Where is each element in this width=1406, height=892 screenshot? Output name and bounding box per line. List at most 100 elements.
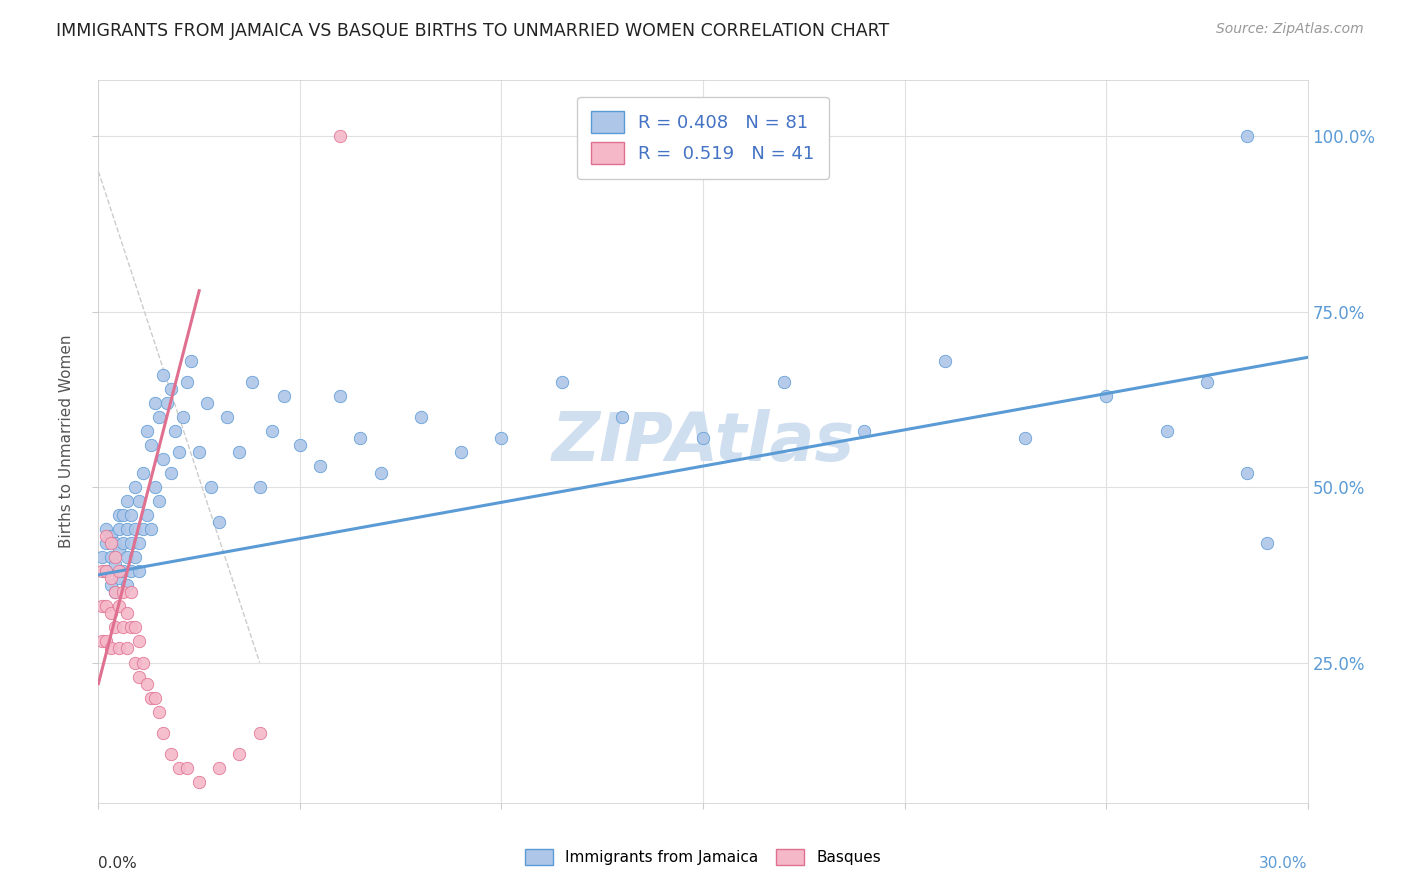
Point <box>139 438 162 452</box>
Point <box>120 620 142 634</box>
Point <box>103 585 125 599</box>
Point <box>91 550 114 565</box>
Point <box>160 382 183 396</box>
Point <box>132 656 155 670</box>
Point <box>100 529 122 543</box>
Point <box>96 536 118 550</box>
Point <box>450 445 472 459</box>
Point <box>124 656 146 670</box>
Point <box>260 424 283 438</box>
Point <box>491 431 513 445</box>
Point <box>148 494 170 508</box>
Point <box>217 409 239 424</box>
Point <box>107 564 129 578</box>
Point <box>934 354 956 368</box>
Point <box>329 129 352 144</box>
Text: Source: ZipAtlas.com: Source: ZipAtlas.com <box>1216 22 1364 37</box>
Point <box>103 558 125 572</box>
Point <box>100 550 122 565</box>
Point <box>188 774 211 789</box>
Point <box>103 536 125 550</box>
Point <box>132 466 155 480</box>
Point <box>100 578 122 592</box>
Point <box>107 599 129 614</box>
Point <box>329 389 352 403</box>
Point <box>100 607 122 621</box>
Point <box>120 564 142 578</box>
Point <box>200 480 222 494</box>
Text: 30.0%: 30.0% <box>1260 855 1308 871</box>
Point <box>103 620 125 634</box>
Point <box>124 620 146 634</box>
Point <box>91 634 114 648</box>
Point <box>100 536 122 550</box>
Point <box>120 536 142 550</box>
Point <box>409 409 432 424</box>
Point <box>148 409 170 424</box>
Point <box>96 529 118 543</box>
Point <box>96 564 118 578</box>
Text: ZIPAtlas: ZIPAtlas <box>551 409 855 475</box>
Point <box>120 508 142 523</box>
Point <box>115 641 138 656</box>
Point <box>111 585 134 599</box>
Point <box>128 564 150 578</box>
Point <box>96 522 118 536</box>
Point <box>111 564 134 578</box>
Point <box>115 494 138 508</box>
Point <box>96 599 118 614</box>
Point <box>853 424 876 438</box>
Point <box>96 634 118 648</box>
Point <box>143 480 166 494</box>
Point <box>128 634 150 648</box>
Point <box>176 375 198 389</box>
Point <box>111 620 134 634</box>
Point <box>128 536 150 550</box>
Point <box>188 445 211 459</box>
Point <box>167 445 190 459</box>
Point <box>1156 424 1178 438</box>
Point <box>124 480 146 494</box>
Point <box>115 550 138 565</box>
Point <box>1236 129 1258 144</box>
Point <box>240 375 263 389</box>
Point <box>288 438 311 452</box>
Point <box>107 571 129 585</box>
Point <box>349 431 371 445</box>
Point <box>115 578 138 592</box>
Point <box>152 725 174 739</box>
Point <box>273 389 295 403</box>
Point <box>100 571 122 585</box>
Legend: Immigrants from Jamaica, Basques: Immigrants from Jamaica, Basques <box>519 843 887 871</box>
Point <box>208 761 231 775</box>
Point <box>692 431 714 445</box>
Point <box>152 452 174 467</box>
Legend: R = 0.408   N = 81, R =  0.519   N = 41: R = 0.408 N = 81, R = 0.519 N = 41 <box>576 96 830 178</box>
Point <box>163 424 186 438</box>
Point <box>135 676 157 690</box>
Point <box>160 747 183 761</box>
Point <box>551 375 574 389</box>
Point <box>1014 431 1036 445</box>
Point <box>1195 375 1218 389</box>
Point <box>772 375 794 389</box>
Text: IMMIGRANTS FROM JAMAICA VS BASQUE BIRTHS TO UNMARRIED WOMEN CORRELATION CHART: IMMIGRANTS FROM JAMAICA VS BASQUE BIRTHS… <box>56 22 890 40</box>
Point <box>96 564 118 578</box>
Point <box>120 585 142 599</box>
Point <box>1256 536 1278 550</box>
Point <box>107 508 129 523</box>
Y-axis label: Births to Unmarried Women: Births to Unmarried Women <box>59 334 75 549</box>
Point <box>180 354 202 368</box>
Point <box>148 705 170 719</box>
Point <box>107 641 129 656</box>
Point <box>228 445 250 459</box>
Point <box>612 409 634 424</box>
Point <box>103 550 125 565</box>
Point <box>115 607 138 621</box>
Point <box>128 669 150 683</box>
Point <box>152 368 174 382</box>
Point <box>309 459 332 474</box>
Point <box>111 536 134 550</box>
Point <box>111 508 134 523</box>
Point <box>156 396 179 410</box>
